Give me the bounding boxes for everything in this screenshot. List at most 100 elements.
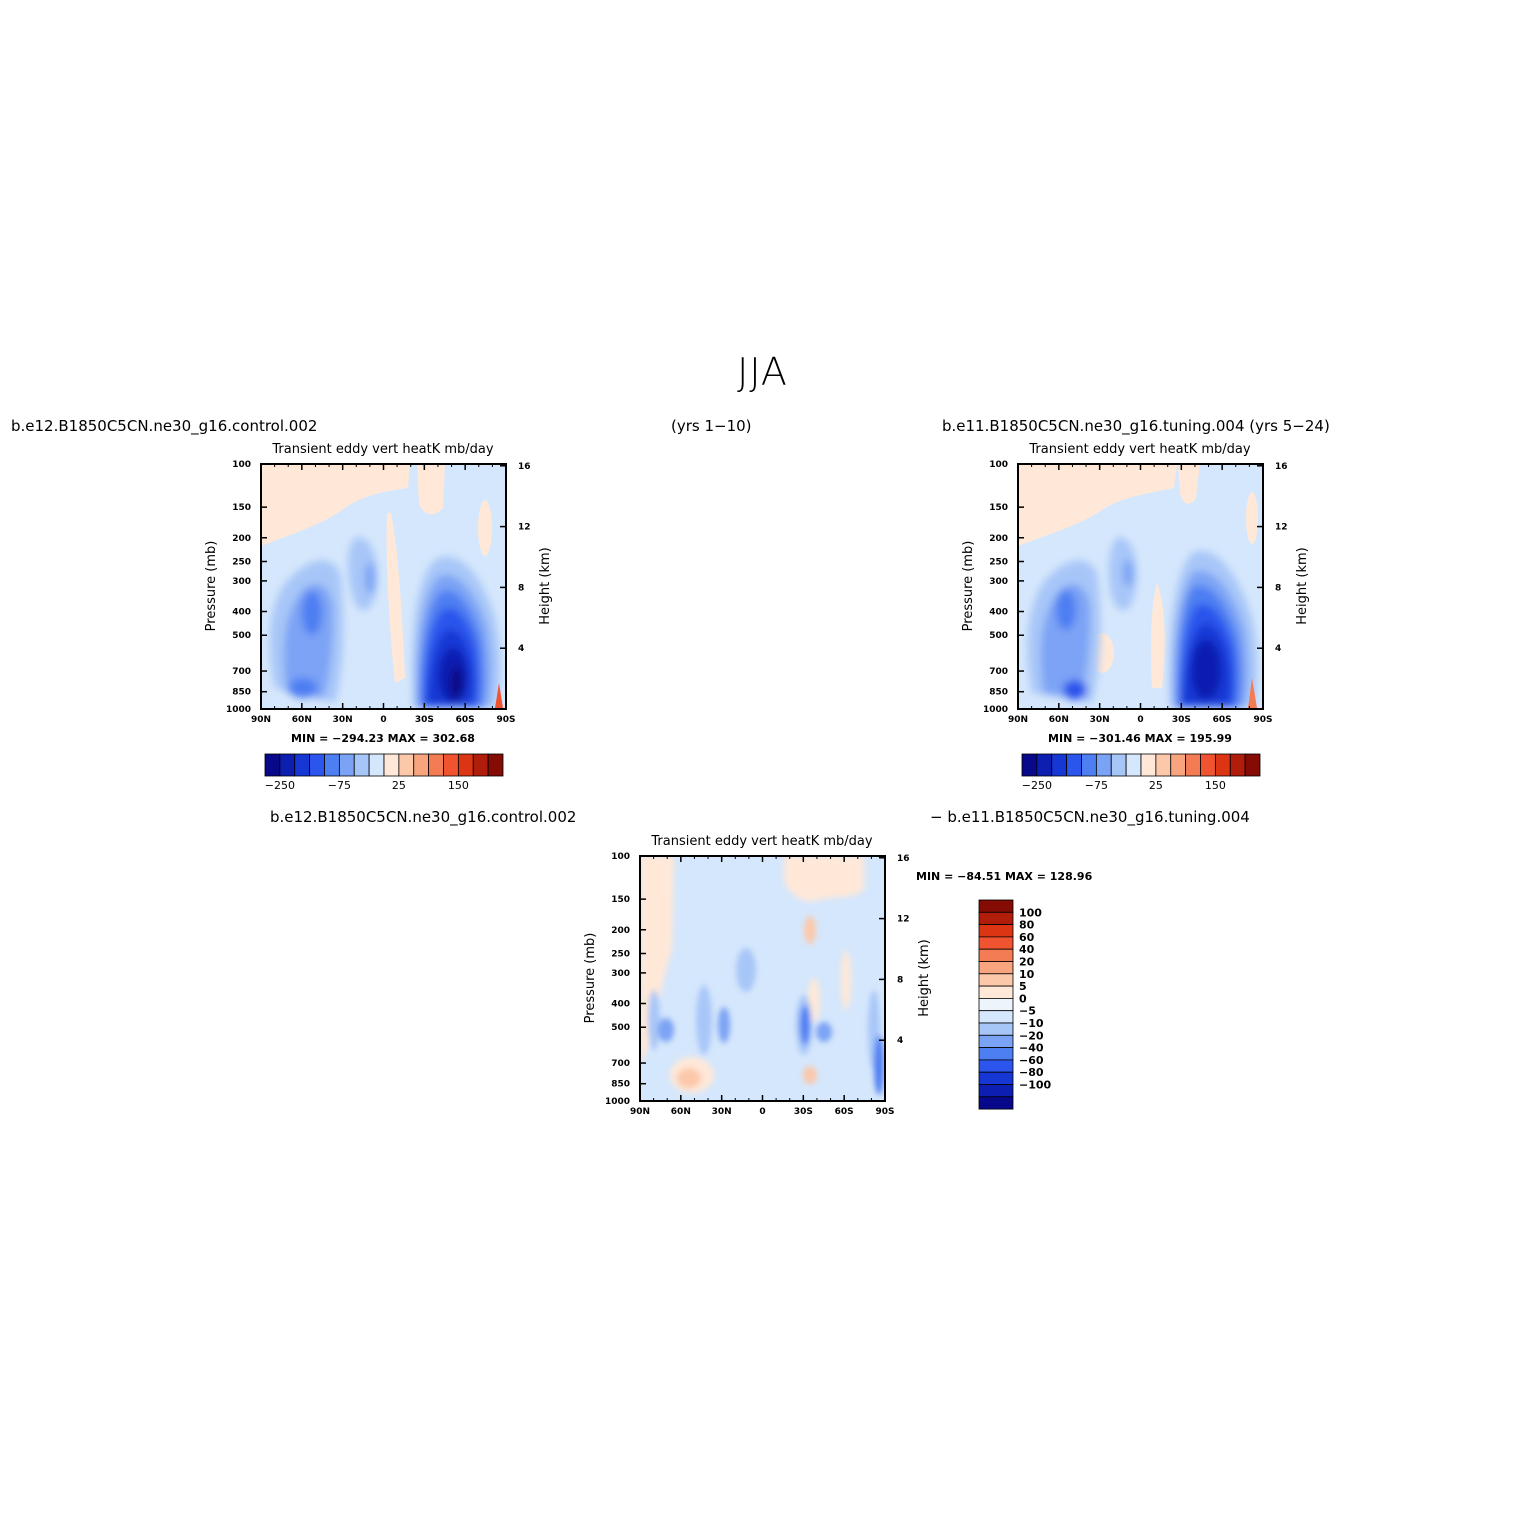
- case2-ylabel: Pressure (mb): [961, 541, 976, 632]
- case1-warm-upper-left: [261, 464, 410, 546]
- case2-warm-upper-left: [1018, 464, 1177, 546]
- diff-plot-title: Transient eddy vert heatK mb/day: [650, 834, 872, 849]
- diff-colorbar-swatch: [978, 1084, 1014, 1098]
- colorbar-swatch: [1185, 753, 1201, 777]
- x-tick-label: 90N: [1008, 715, 1028, 725]
- y-tick-label: 250: [611, 949, 630, 959]
- y-tick-label: 100: [989, 460, 1008, 470]
- diff-cold-1: [648, 990, 660, 1050]
- diff-colorbar-label: −5: [1019, 1005, 1036, 1018]
- case1-sh-cold-7: [450, 667, 464, 699]
- colorbar-label: −250: [1022, 779, 1052, 792]
- colorbar-swatch: [279, 753, 296, 777]
- diff-colorbar-label: −20: [1019, 1029, 1044, 1042]
- x-tick-label: 60S: [456, 715, 475, 725]
- y-tick-label: 300: [232, 577, 251, 587]
- height-tick-label: 12: [1275, 523, 1288, 533]
- diff-cold-3: [696, 985, 712, 1055]
- diff-cold-8: [816, 1022, 832, 1042]
- y-tick-label: 700: [989, 667, 1008, 677]
- height-tick-label: 4: [518, 644, 524, 654]
- x-tick-label: 60S: [835, 1107, 854, 1117]
- y-tick-label: 300: [611, 969, 630, 979]
- colorbar-swatch: [1095, 753, 1112, 777]
- diff-cold-7: [800, 1005, 810, 1045]
- colorbar-swatch: [383, 753, 400, 777]
- colorbar-swatch: [1036, 753, 1053, 777]
- x-tick-label: 60N: [1049, 715, 1069, 725]
- colorbar-swatch: [1214, 753, 1231, 777]
- y-tick-label: 500: [232, 631, 251, 641]
- diff-warm-8: [803, 1066, 817, 1084]
- case1-stats: MIN = −294.23 MAX = 302.68: [291, 732, 475, 745]
- x-tick-label: 90S: [1253, 715, 1272, 725]
- y-tick-label: 1000: [983, 705, 1008, 715]
- case1-years: (yrs 1−10): [671, 417, 752, 435]
- diff-stats: MIN = −84.51 MAX = 128.96: [916, 870, 1093, 883]
- diff-colorbar-label: −80: [1019, 1066, 1044, 1079]
- diff-colorbar-label: −60: [1019, 1054, 1044, 1067]
- colorbar-swatch: [1110, 753, 1127, 777]
- case2-sh-cold-6: [1191, 640, 1221, 700]
- diff-colorbar-swatch: [978, 936, 1014, 950]
- diff-colorbar-swatch: [978, 899, 1014, 913]
- x-tick-label: 90N: [630, 1107, 650, 1117]
- y-tick-label: 400: [989, 608, 1008, 618]
- diff-colorbar-swatch: [978, 997, 1014, 1012]
- y-tick-label: 400: [232, 608, 251, 618]
- x-tick-label: 90N: [251, 715, 271, 725]
- case2-plot-title: Transient eddy vert heatK mb/day: [1028, 442, 1250, 457]
- diff-colorbar-swatch: [978, 1022, 1014, 1036]
- y-tick-label: 150: [611, 895, 630, 905]
- diff-colorbar-swatch: [978, 948, 1014, 962]
- y-tick-label: 150: [232, 503, 251, 513]
- y-tick-label: 850: [611, 1080, 630, 1090]
- case1-nh-cold-3: [302, 591, 322, 635]
- height-tick-label: 8: [518, 583, 524, 593]
- y-tick-label: 200: [232, 534, 251, 544]
- colorbar-swatch: [1066, 753, 1082, 777]
- case1-warm-upper-mid: [417, 464, 445, 515]
- x-tick-label: 60S: [1213, 715, 1232, 725]
- colorbar-swatch: [368, 753, 385, 777]
- diff-cold-10: [874, 1035, 884, 1095]
- colorbar-swatch: [1200, 753, 1216, 777]
- colorbar-swatch: [309, 753, 325, 777]
- case2-warm-high-lat: [1246, 492, 1258, 544]
- colorbar-swatch: [1081, 753, 1097, 777]
- diff-colorbar-label: 10: [1019, 968, 1035, 981]
- case1-warm-pole: [495, 683, 503, 708]
- colorbar-swatch: [1140, 753, 1157, 777]
- figure-title: JJA: [737, 350, 788, 394]
- colorbar-swatch: [1170, 753, 1187, 777]
- x-tick-label: 0: [380, 715, 386, 725]
- colorbar-label: −75: [328, 779, 351, 792]
- diff-colorbar-swatch: [978, 1034, 1014, 1049]
- diff-colorbar-label: −10: [1019, 1017, 1044, 1030]
- diff-label-right: − b.e11.B1850C5CN.ne30_g16.tuning.004: [930, 808, 1250, 826]
- colorbar-swatch: [1244, 753, 1261, 777]
- y-tick-label: 500: [989, 631, 1008, 641]
- case2-warm-upper-mid: [1178, 464, 1200, 504]
- height-tick-label: 8: [1275, 583, 1281, 593]
- x-tick-label: 90S: [875, 1107, 894, 1117]
- case1-warm-equator: [386, 513, 405, 683]
- height-tick-label: 8: [897, 975, 903, 985]
- colorbar-swatch: [1155, 753, 1172, 777]
- y-tick-label: 100: [611, 852, 630, 862]
- diff-colorbar-swatch: [978, 1010, 1014, 1024]
- diff-warm-2: [784, 856, 864, 902]
- height-tick-label: 4: [1275, 644, 1281, 654]
- y-tick-label: 850: [989, 688, 1008, 698]
- y-tick-label: 1000: [226, 705, 251, 715]
- diff-warm-7: [677, 1068, 701, 1088]
- height-tick-label: 12: [518, 523, 531, 533]
- height-tick-label: 12: [897, 915, 910, 925]
- x-tick-label: 30N: [333, 715, 353, 725]
- colorbar-label: −75: [1085, 779, 1108, 792]
- y-tick-label: 850: [232, 688, 251, 698]
- case2-nh-cold-3: [1056, 590, 1076, 630]
- diff-colorbar-swatch: [978, 924, 1014, 938]
- colorbar-swatch: [353, 753, 370, 777]
- colorbar-swatch: [443, 753, 459, 777]
